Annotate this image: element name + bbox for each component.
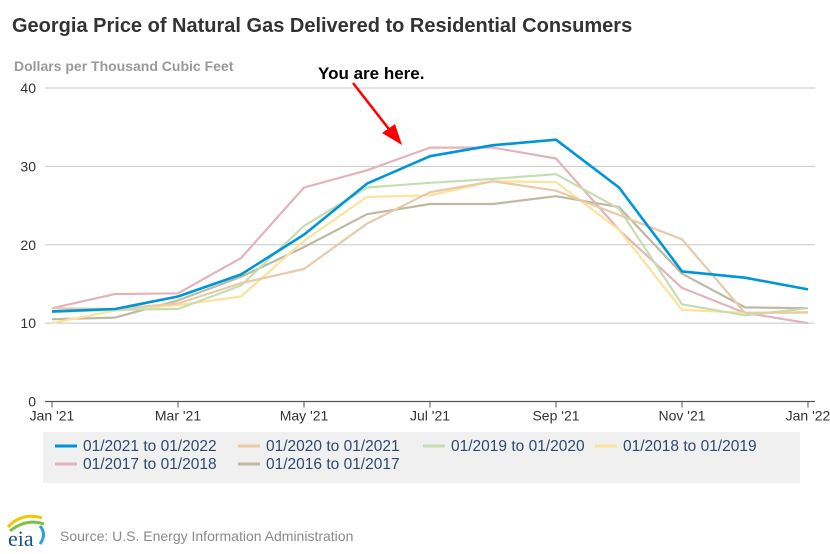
legend-item[interactable]: 01/2021 to 01/2022 bbox=[55, 438, 217, 455]
legend-label: 01/2020 to 01/2021 bbox=[266, 438, 400, 455]
x-tick-labels: Jan '21 Mar '21 May '21 Jul '21 Sep '21 Nov '… bbox=[30, 401, 830, 424]
y-tick-label: 0 bbox=[28, 394, 36, 410]
source-text: Source: U.S. Energy Information Administ… bbox=[60, 528, 353, 544]
series-line-4 bbox=[51, 180, 809, 314]
y-tick-label: 20 bbox=[20, 237, 36, 253]
y-tick-label: 10 bbox=[20, 315, 36, 331]
series-lines bbox=[51, 138, 809, 325]
eia-logo: eia bbox=[6, 514, 45, 551]
series-line-1 bbox=[51, 146, 809, 325]
x-tick-label: Nov '21 bbox=[658, 408, 705, 424]
legend-item[interactable]: 01/2019 to 01/2020 bbox=[423, 438, 585, 455]
legend-item[interactable]: 01/2020 to 01/2021 bbox=[238, 438, 400, 455]
y-tick-labels: 0 10 20 30 40 bbox=[20, 80, 36, 410]
legend-item[interactable]: 01/2018 to 01/2019 bbox=[595, 438, 757, 455]
svg-text:eia: eia bbox=[8, 526, 34, 551]
annotation-arrow bbox=[352, 82, 402, 145]
chart-title: Georgia Price of Natural Gas Delivered t… bbox=[12, 15, 632, 37]
x-tick-label: Jan '22 bbox=[786, 408, 830, 424]
x-tick-label: Mar '21 bbox=[155, 408, 201, 424]
y-axis-label: Dollars per Thousand Cubic Feet bbox=[14, 58, 234, 74]
annotation-text: You are here. bbox=[318, 64, 424, 83]
legend: 01/2021 to 01/2022 01/2020 to 01/2021 01/2… bbox=[55, 438, 757, 473]
y-tick-label: 30 bbox=[20, 158, 36, 174]
legend-label: 01/2021 to 01/2022 bbox=[83, 438, 217, 455]
x-tick-label: Sep '21 bbox=[532, 408, 579, 424]
series-line-0 bbox=[51, 195, 809, 321]
gridlines bbox=[45, 87, 815, 403]
legend-label: 01/2017 to 01/2018 bbox=[83, 456, 217, 473]
series-line-2 bbox=[51, 180, 808, 325]
y-tick-label: 40 bbox=[20, 80, 36, 96]
series-line-3 bbox=[51, 173, 809, 317]
series-line-5 bbox=[51, 138, 809, 313]
x-tick-label: May '21 bbox=[280, 408, 329, 424]
x-tick-label: Jul '21 bbox=[410, 408, 450, 424]
legend-box bbox=[43, 432, 800, 483]
legend-label: 01/2018 to 01/2019 bbox=[623, 438, 757, 455]
x-tick-label: Jan '21 bbox=[30, 408, 75, 424]
legend-item[interactable]: 01/2017 to 01/2018 bbox=[55, 456, 217, 473]
legend-item[interactable]: 01/2016 to 01/2017 bbox=[238, 456, 400, 473]
legend-label: 01/2019 to 01/2020 bbox=[451, 438, 585, 455]
legend-label: 01/2016 to 01/2017 bbox=[266, 456, 400, 473]
